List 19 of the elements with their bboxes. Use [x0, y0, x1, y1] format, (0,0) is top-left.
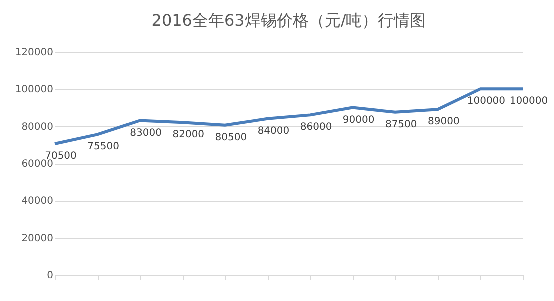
y-tick-label: 60000	[22, 159, 54, 170]
data-label: 87500	[385, 119, 418, 130]
data-label: 89000	[428, 116, 460, 128]
y-tick-label: 80000	[22, 122, 54, 133]
data-label: 100000	[510, 96, 548, 108]
data-label: 90000	[342, 114, 375, 126]
y-tick-label: 40000	[22, 196, 54, 208]
chart-title: 2016全年63焊锡价格（元/吨）行情图	[152, 11, 426, 30]
y-tick-label: 20000	[22, 233, 54, 244]
data-label: 86000	[300, 122, 332, 134]
y-tick-label: 100000	[15, 84, 54, 96]
y-tick-label: 120000	[15, 48, 54, 58]
data-label: 100000	[467, 96, 506, 108]
data-label: 83000	[130, 128, 162, 139]
data-label: 75500	[88, 142, 120, 153]
data-label: 84000	[258, 126, 290, 137]
data-label: 80500	[215, 132, 248, 144]
data-label: 82000	[172, 130, 205, 141]
y-tick-label: 0	[47, 270, 54, 282]
